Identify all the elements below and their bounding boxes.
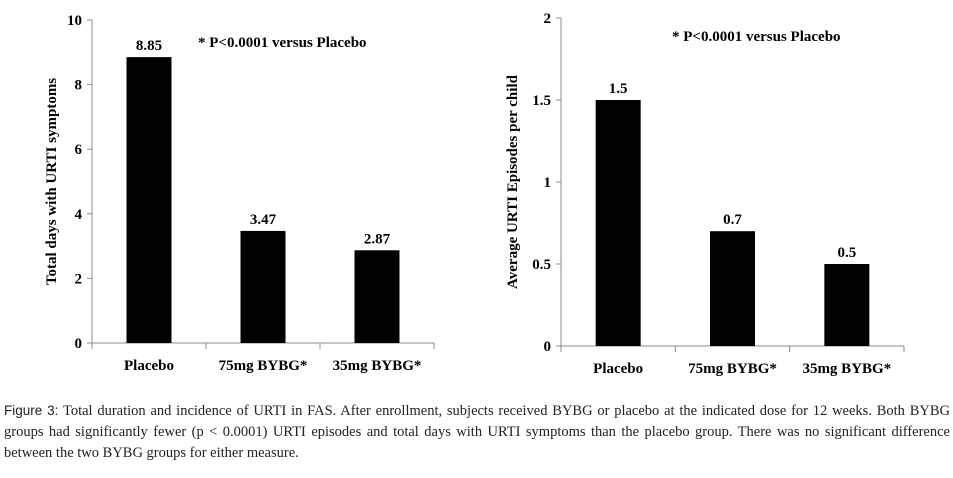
significance-annotation: * P<0.0001 versus Placebo [198, 35, 367, 51]
y-tick-label: 4 [75, 207, 83, 223]
bar [354, 250, 400, 343]
y-tick-label: 2 [75, 271, 83, 287]
chart-urti-episodes-svg: 0 0.5 1 1.5 2 1.5 Placebo 0.7 75mg BYBG* 0.5 35mg … [505, 11, 905, 377]
x-tick-label: 35mg BYBG* [333, 358, 422, 374]
y-tick-label: 2 [544, 11, 552, 27]
y-tick-label: 10 [67, 13, 82, 29]
significance-annotation: * P<0.0001 versus Placebo [672, 29, 841, 45]
data-label: 1.5 [609, 81, 628, 97]
y-tick-label: 0 [75, 336, 83, 352]
y-axis-title: Average URTI Episodes per child [505, 74, 521, 289]
bar [710, 231, 755, 346]
x-tick-label: 75mg BYBG* [219, 358, 308, 374]
bar [595, 100, 641, 346]
data-label: 0.5 [837, 245, 856, 261]
y-tick-label: 1 [544, 175, 552, 191]
y-tick-label: 0.5 [532, 257, 551, 273]
x-tick-label: Placebo [593, 361, 643, 377]
figure-caption: Figure 3: Total duration and incidence o… [4, 400, 950, 464]
x-tick-label: Placebo [124, 358, 174, 374]
data-label: 2.87 [364, 231, 391, 247]
y-axis-title: Total days with URTI symptoms [44, 78, 60, 285]
bar [240, 230, 286, 343]
data-label: 0.7 [723, 212, 742, 228]
y-tick-label: 1.5 [532, 93, 551, 109]
caption-label: Figure 3: [4, 403, 59, 418]
bar [126, 57, 172, 344]
caption-text: Total duration and incidence of URTI in … [4, 403, 950, 461]
y-tick-label: 8 [75, 78, 83, 94]
bar [824, 264, 870, 346]
x-tick-label: 75mg BYBG* [688, 361, 777, 377]
data-label: 3.47 [250, 212, 277, 228]
y-tick-label: 0 [544, 339, 552, 355]
chart-total-days-svg: 0 2 4 6 8 10 8.85 Placebo 3.47 75mg BYBG* 2.87 35mg… [44, 13, 435, 374]
chart-total-days: 0 2 4 6 8 10 8.85 Placebo 3.47 75mg BYBG* 2.87 35mg… [0, 0, 470, 390]
data-label: 8.85 [136, 38, 162, 54]
y-tick-label: 6 [75, 142, 83, 158]
x-tick-label: 35mg BYBG* [802, 361, 891, 377]
chart-urti-episodes: 0 0.5 1 1.5 2 1.5 Placebo 0.7 75mg BYBG* 0.5 35mg … [475, 0, 953, 390]
